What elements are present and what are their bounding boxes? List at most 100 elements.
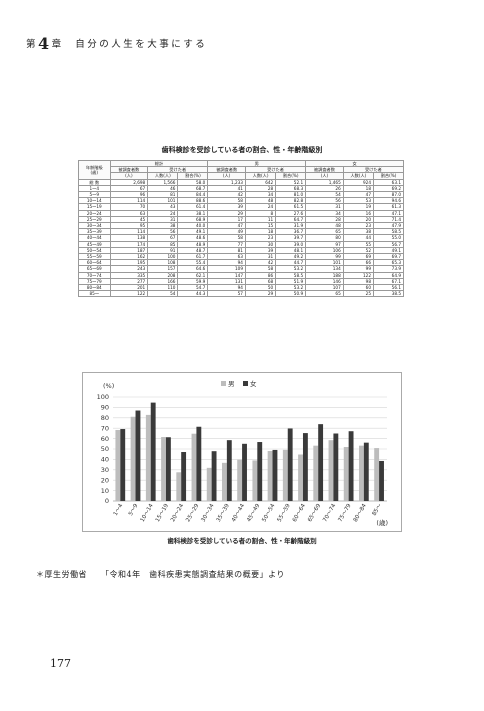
table-cell: 67.1: [373, 277, 404, 286]
table-cell: 38.5: [373, 290, 404, 298]
y-tick-label: 40: [101, 456, 109, 464]
bar-female: [257, 442, 263, 501]
legend-swatch-female: [243, 381, 248, 386]
bar-female: [196, 426, 202, 501]
col-ratio-total: 割合(%): [177, 172, 209, 180]
chapter-number: 4: [38, 34, 51, 53]
col-age-label: 年齢階級: [85, 164, 103, 170]
table-row: 総 数 2,698 1,566 58.0 1,233 642 52.1 1,465 924 63.…: [78, 178, 404, 186]
x-tick-label: 15～19: [155, 503, 170, 524]
page-number: 177: [50, 657, 71, 670]
chart-caption: 歯科検診を受診している者の割合、性・年齢階級別: [167, 537, 317, 545]
chapter-suffix: 章: [51, 39, 63, 50]
bar-male: [145, 414, 151, 501]
table-cell: 49.2: [275, 253, 307, 261]
col-count-male: 人数(人): [244, 172, 277, 180]
bar-female: [150, 402, 156, 501]
bar-male: [252, 460, 258, 501]
bar-male: [343, 447, 349, 501]
table-cell: 57: [207, 290, 246, 298]
table-cell: 108: [147, 259, 179, 267]
x-tick-label: 35～39: [216, 503, 231, 524]
bar-male: [374, 448, 380, 501]
y-tick-label: 100: [97, 393, 109, 401]
bar-male: [176, 472, 182, 501]
x-tick-label: 45～49: [246, 503, 261, 524]
table-cell: 122: [109, 290, 149, 298]
table-row: 85～ 122 54 44.3 57 29 50.9 65 25 38.5: [78, 290, 404, 298]
col-age-header: 年齢階級 (歳): [78, 160, 111, 180]
x-tick-label: 1～4: [113, 503, 125, 517]
y-tick-label: 10: [101, 487, 109, 495]
legend-label-female: 女: [250, 379, 257, 388]
chapter-heading: 第4章 自分の人生を大事にする: [26, 34, 207, 53]
table-cell: 1,566: [147, 178, 179, 186]
x-tick-label: 20～24: [170, 503, 185, 524]
y-tick-label: 30: [101, 466, 109, 474]
table-row: 15～19 70 43 61.4 39 24 61.5 31 19 61.3: [78, 203, 404, 211]
bar-male: [328, 440, 334, 501]
x-tick-label: 65～69: [307, 503, 322, 524]
x-tick-label: 40～44: [231, 503, 246, 524]
table-cell: 31: [244, 253, 277, 261]
chart-frame: 0 10 20 30 40 50 60 70 80 90 100 (%) 男 女 1～4 5～9 10～14 15…: [82, 372, 402, 532]
table-cell: 110: [147, 284, 179, 292]
bar-female: [165, 437, 171, 501]
bar-female: [226, 440, 232, 501]
y-tick-label: 90: [101, 404, 109, 412]
col-ratio-male: 割合(%): [275, 172, 307, 180]
table-cell: 69.7: [373, 253, 404, 261]
table-cell: 64.6: [177, 265, 209, 273]
y-tick-label: 70: [101, 424, 109, 432]
table-row: 65～69 243 157 64.6 109 58 53.2 134 99 73.9: [78, 265, 404, 273]
source-org: ＊厚生労働省: [36, 570, 87, 579]
table-cell: 56.1: [373, 284, 404, 292]
group-total-header: 総計: [109, 159, 209, 168]
bar-male: [358, 445, 364, 501]
col-count-total: 人数(人): [147, 172, 179, 180]
table-cell: 208: [147, 271, 179, 279]
y-axis-label: (%): [103, 382, 114, 390]
table-cell: 66: [342, 259, 375, 267]
x-tick-label: 25～29: [185, 503, 200, 524]
table-cell: 122: [342, 271, 375, 279]
bar-female: [379, 460, 384, 501]
y-tick-label: 20: [101, 476, 109, 484]
table-row: 50～54 187 91 48.7 81 39 48.1 106 52 49.1: [78, 246, 404, 255]
table-cell: 166: [147, 277, 179, 286]
table-row: 60～64 195 108 55.4 94 42 44.7 101 66 65.3: [78, 259, 404, 267]
bar-male: [282, 449, 288, 501]
table-cell: 157: [147, 265, 179, 273]
table-cell: 98: [342, 277, 375, 286]
col-ratio-female: 割合(%): [373, 172, 404, 180]
row-age-cell: 85～: [78, 290, 111, 298]
table-cell: 53.2: [275, 265, 307, 273]
bar-male: [130, 416, 136, 501]
table-cell: 69: [342, 253, 375, 261]
x-tick-label: 70～74: [322, 503, 337, 524]
y-tick-label: 60: [101, 435, 109, 443]
table-cell: 68: [244, 277, 277, 286]
y-tick-label: 0: [105, 497, 109, 505]
col-count-female: 人数(人): [342, 172, 375, 180]
table-cell: 29: [244, 290, 277, 298]
bar-male: [191, 433, 197, 501]
table-cell: 65.3: [373, 259, 404, 267]
table-cell: 60: [342, 284, 375, 292]
table-cell: 54: [147, 290, 179, 298]
table-cell: 64.9: [373, 271, 404, 279]
table-row: 75～79 277 166 59.9 131 68 51.9 146 98 67.1: [78, 277, 404, 286]
x-axis-label: (歳): [376, 518, 388, 527]
table-row: 30～34 95 38 40.0 47 15 31.9 48 23 47.9: [78, 222, 404, 230]
bar-male: [206, 467, 212, 501]
table-row: 55～59 162 100 61.7 63 31 49.2 99 69 69.7: [78, 253, 404, 261]
y-tick-label: 80: [101, 414, 109, 422]
table-cell: 53.2: [275, 284, 307, 292]
bar-male: [298, 454, 303, 501]
bar-chart: 0 10 20 30 40 50 60 70 80 90 100 (%) 男 女 1～4 5～9 10～14 15…: [97, 379, 388, 527]
table-row: 70～74 335 208 62.1 147 86 58.5 188 122 64.9: [78, 271, 404, 279]
chapter-title: 自分の人生を大事にする: [75, 39, 208, 50]
table-cell: 59.9: [177, 277, 209, 286]
bar-female: [302, 433, 308, 501]
table-cell: 62.1: [177, 271, 209, 279]
